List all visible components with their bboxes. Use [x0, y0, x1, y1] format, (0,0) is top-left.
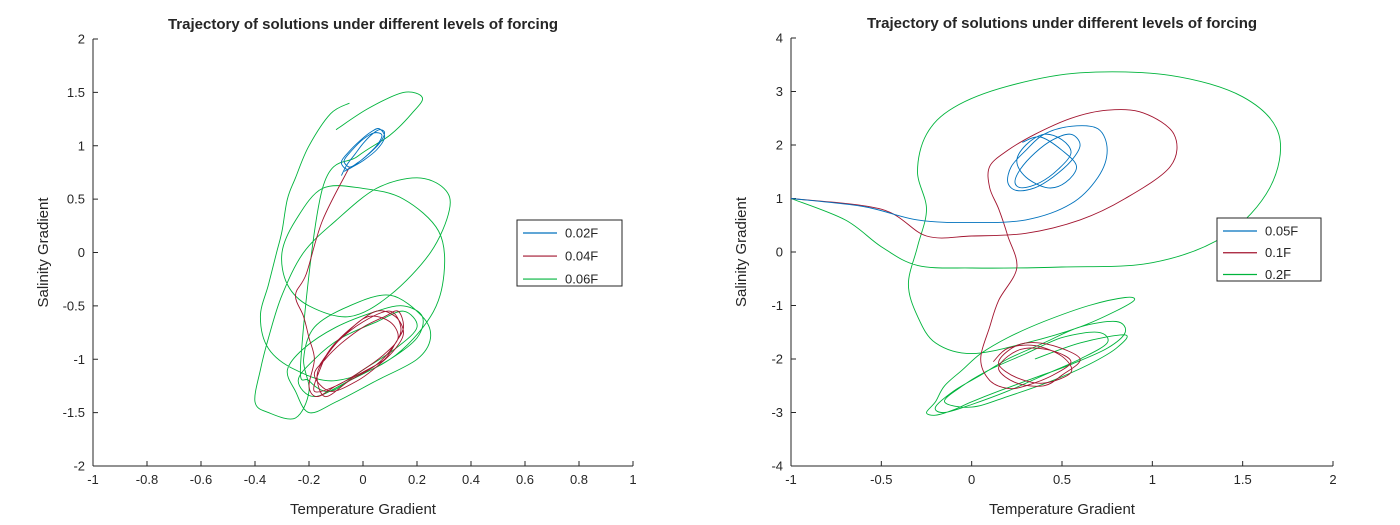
y-tick-label: -1 [771, 298, 783, 313]
chart-title: Trajectory of solutions under different … [867, 15, 1257, 32]
x-tick-label: 1.5 [1234, 472, 1252, 487]
chart-2: -1 -0.5 0 0.5 1 1.5 2 -4 -3 -2 -1 0 1 2 3 4 Trajectory o… [733, 15, 1337, 518]
x-tick-label: -0.5 [870, 472, 892, 487]
x-axis-label: Temperature Gradient [290, 501, 437, 518]
chart-title: Trajectory of solutions under different … [168, 16, 558, 33]
y-tick-label: 1 [776, 191, 783, 206]
series-line-0.05F [790, 125, 1108, 224]
x-tick-label: 0 [968, 472, 975, 487]
x-tick-label: 2 [1329, 472, 1336, 487]
y-tick-label: 3 [776, 84, 783, 99]
series-line-0.02F [340, 128, 386, 176]
y-tick-label: 0.5 [67, 192, 85, 207]
x-tick-label: 0.6 [516, 472, 534, 487]
legend-entry: 0.04F [565, 249, 598, 264]
y-tick-label: 1.5 [67, 85, 85, 100]
x-tick-label: 0.8 [570, 472, 588, 487]
y-tick-label: -2 [771, 352, 783, 367]
y-axis-label: Salinity Gradient [35, 197, 52, 308]
y-tick-label: 0 [776, 245, 783, 260]
series-line-0.2F [790, 71, 1282, 416]
x-axis-label: Temperature Gradient [989, 501, 1136, 518]
legend-box [1216, 217, 1322, 282]
y-axis-label: Salinity Gradient [733, 196, 750, 307]
series-line-0.04F [295, 166, 404, 398]
x-tick-label: 0 [359, 472, 366, 487]
x-tick-label: -0.8 [136, 472, 158, 487]
x-tick-label: 0.5 [1053, 472, 1071, 487]
y-tick-label: -0.5 [63, 298, 85, 313]
y-tick-label: -3 [771, 405, 783, 420]
y-tick-label: -1 [73, 352, 85, 367]
legend: 0.05F 0.1F 0.2F [1216, 217, 1322, 282]
y-tick-label: 2 [776, 138, 783, 153]
x-tick-label: 1 [629, 472, 636, 487]
y-tick-label: -4 [771, 459, 783, 474]
y-tick-label: -1.5 [63, 405, 85, 420]
chart-1: -1 -0.8 -0.6 -0.4 -0.2 0 0.2 0.4 0.6 0.8 1 -2 -1.5 -1… [35, 16, 637, 518]
y-tick-label: 2 [78, 32, 85, 47]
x-tick-label: 0.4 [462, 472, 480, 487]
x-tick-label: -0.4 [244, 472, 266, 487]
x-tick-label: -1 [87, 472, 99, 487]
x-tick-label: 1 [1149, 472, 1156, 487]
x-tick-label: 0.2 [408, 472, 426, 487]
x-tick-label: -0.6 [190, 472, 212, 487]
legend-entry: 0.1F [1265, 245, 1291, 260]
legend-entry: 0.2F [1265, 267, 1291, 282]
y-tick-label: 0 [78, 245, 85, 260]
y-tick-label: 4 [776, 31, 783, 46]
legend-entry: 0.06F [565, 272, 598, 287]
legend-box [516, 219, 623, 287]
series-line-0.1F [790, 109, 1178, 390]
y-tick-label: 1 [78, 138, 85, 153]
legend: 0.02F 0.04F 0.06F [516, 219, 623, 287]
x-tick-label: -0.2 [298, 472, 320, 487]
x-tick-label: -1 [785, 472, 797, 487]
y-tick-label: -2 [73, 459, 85, 474]
legend-entry: 0.02F [565, 226, 598, 241]
series-line-0.06F [254, 91, 451, 420]
legend-entry: 0.05F [1265, 224, 1298, 239]
